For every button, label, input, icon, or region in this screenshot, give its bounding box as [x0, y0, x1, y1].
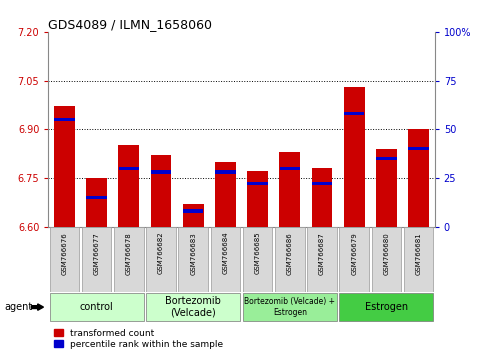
Text: GDS4089 / ILMN_1658060: GDS4089 / ILMN_1658060 — [48, 18, 213, 31]
Bar — [114, 227, 143, 292]
Bar — [118, 166, 139, 170]
Bar — [215, 162, 236, 227]
Bar — [344, 87, 365, 227]
Text: GSM766681: GSM766681 — [415, 232, 422, 275]
Bar — [408, 129, 429, 227]
Bar — [146, 227, 176, 292]
Bar — [54, 118, 75, 121]
Bar — [183, 209, 203, 213]
Bar — [404, 227, 433, 292]
Bar — [50, 293, 143, 321]
Text: GSM766685: GSM766685 — [255, 232, 261, 274]
Text: GSM766676: GSM766676 — [61, 232, 68, 275]
Bar — [151, 155, 171, 227]
Bar — [247, 171, 268, 227]
Text: control: control — [80, 302, 114, 312]
Bar — [340, 227, 369, 292]
Bar — [215, 170, 236, 174]
Bar — [279, 152, 300, 227]
Bar — [340, 293, 433, 321]
Text: agent: agent — [5, 302, 33, 312]
Text: Estrogen: Estrogen — [365, 302, 408, 312]
Text: GSM766683: GSM766683 — [190, 232, 196, 275]
Text: GSM766678: GSM766678 — [126, 232, 132, 275]
Bar — [50, 227, 79, 292]
Text: GSM766687: GSM766687 — [319, 232, 325, 275]
Text: GSM766682: GSM766682 — [158, 232, 164, 274]
Bar — [371, 227, 401, 292]
Bar — [280, 166, 300, 170]
Bar — [146, 293, 240, 321]
Bar — [183, 204, 204, 227]
Bar — [86, 196, 107, 199]
Bar — [178, 227, 208, 292]
Bar — [247, 182, 268, 185]
Legend: transformed count, percentile rank within the sample: transformed count, percentile rank withi… — [53, 328, 224, 349]
Text: GSM766679: GSM766679 — [351, 232, 357, 275]
Bar — [151, 170, 171, 174]
Bar — [344, 112, 365, 115]
Bar — [376, 149, 397, 227]
Bar — [82, 227, 112, 292]
Bar — [211, 227, 240, 292]
Text: Bortezomib
(Velcade): Bortezomib (Velcade) — [165, 296, 221, 318]
Bar — [243, 227, 272, 292]
Text: GSM766686: GSM766686 — [287, 232, 293, 275]
Bar — [118, 145, 139, 227]
Bar — [312, 168, 332, 227]
Bar — [243, 293, 337, 321]
Bar — [312, 182, 332, 185]
Text: Bortezomib (Velcade) +
Estrogen: Bortezomib (Velcade) + Estrogen — [244, 297, 335, 317]
Bar — [376, 157, 397, 160]
Bar — [54, 107, 75, 227]
Bar — [86, 178, 107, 227]
Bar — [275, 227, 305, 292]
Text: GSM766680: GSM766680 — [384, 232, 389, 275]
Text: GSM766677: GSM766677 — [94, 232, 99, 275]
Text: GSM766684: GSM766684 — [222, 232, 228, 274]
Bar — [408, 147, 429, 150]
Bar — [307, 227, 337, 292]
